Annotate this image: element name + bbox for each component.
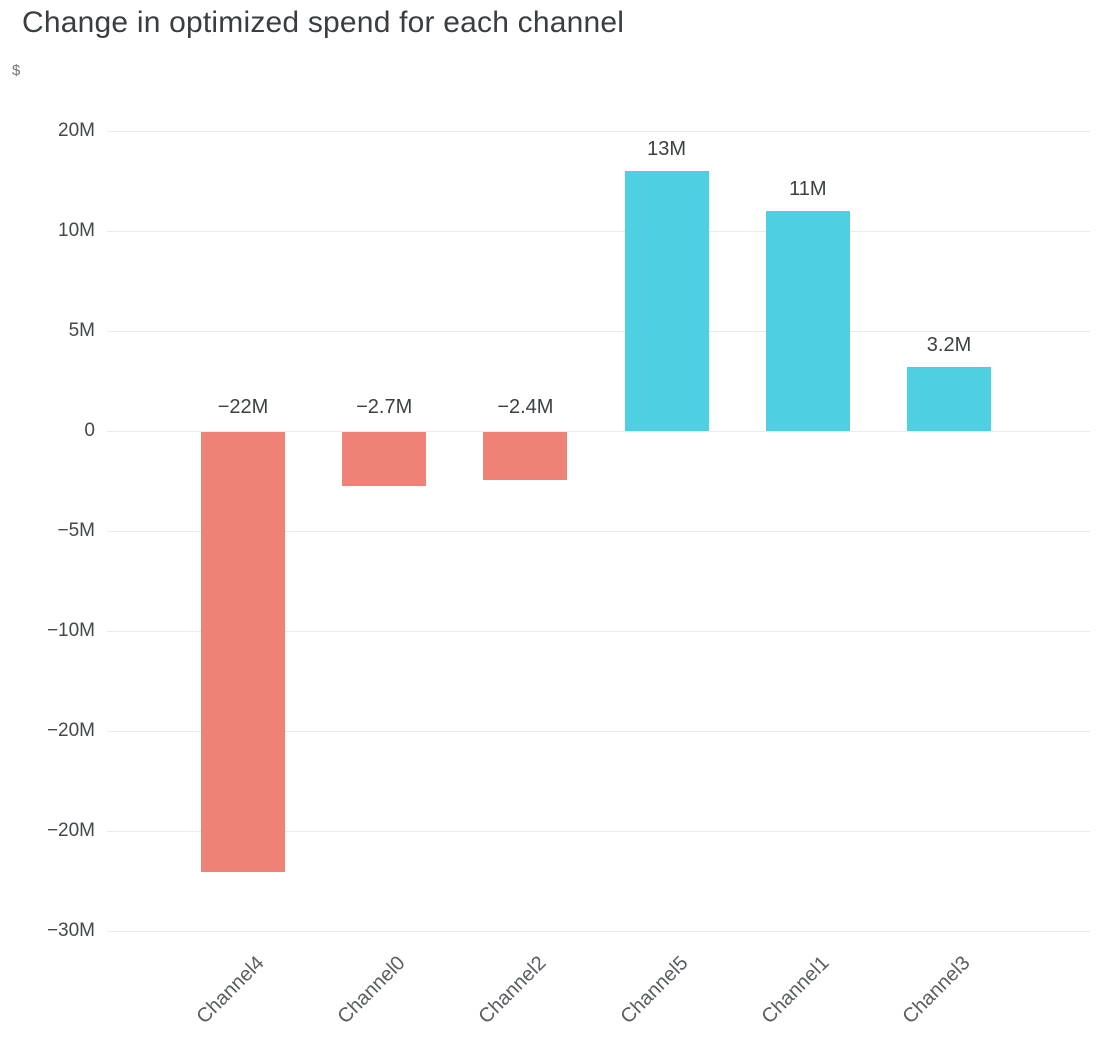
x-tick-label: Channel5 xyxy=(616,952,693,1029)
y-tick-label: 0 xyxy=(84,420,95,441)
gridline xyxy=(107,731,1090,732)
gridline xyxy=(107,131,1090,132)
bar-channel5[interactable] xyxy=(624,171,709,431)
bar-channel0[interactable] xyxy=(342,432,427,486)
chart-title: Change in optimized spend for each chann… xyxy=(22,6,625,39)
bar-value-label: 3.2M xyxy=(926,334,972,356)
x-tick-label: Channel3 xyxy=(898,952,975,1029)
x-tick-label: Channel2 xyxy=(474,952,551,1029)
bar-channel1[interactable] xyxy=(765,211,850,431)
y-tick-label: −20M xyxy=(46,720,95,741)
bar-value-label: −2.4M xyxy=(497,396,554,418)
gridline xyxy=(107,531,1090,532)
bar-value-label: 11M xyxy=(789,178,827,200)
x-tick-label: Channel4 xyxy=(192,952,269,1029)
bar-value-label: 13M xyxy=(647,138,687,160)
y-tick-label: 10M xyxy=(58,220,95,241)
gridline xyxy=(107,631,1090,632)
y-tick-label: 5M xyxy=(68,320,95,341)
gridline xyxy=(107,431,1090,432)
y-tick-label: −10M xyxy=(46,620,95,641)
y-tick-label: 20M xyxy=(58,120,95,141)
gridline xyxy=(107,931,1090,932)
bar-value-label: −22M xyxy=(217,396,269,418)
y-tick-label: −20M xyxy=(46,820,95,841)
gridline xyxy=(107,831,1090,832)
y-axis-unit-label: $ xyxy=(12,62,21,79)
gridline xyxy=(107,331,1090,332)
bar-channel3[interactable] xyxy=(907,367,991,431)
bar-channel2[interactable] xyxy=(483,432,568,480)
y-tick-label: −5M xyxy=(57,520,96,541)
gridline xyxy=(107,231,1090,232)
x-tick-label: Channel1 xyxy=(757,952,834,1029)
bar-value-label: −2.7M xyxy=(356,396,413,418)
x-tick-label: Channel0 xyxy=(333,952,410,1029)
y-tick-label: −30M xyxy=(46,920,95,941)
bar-channel4[interactable] xyxy=(201,432,285,872)
